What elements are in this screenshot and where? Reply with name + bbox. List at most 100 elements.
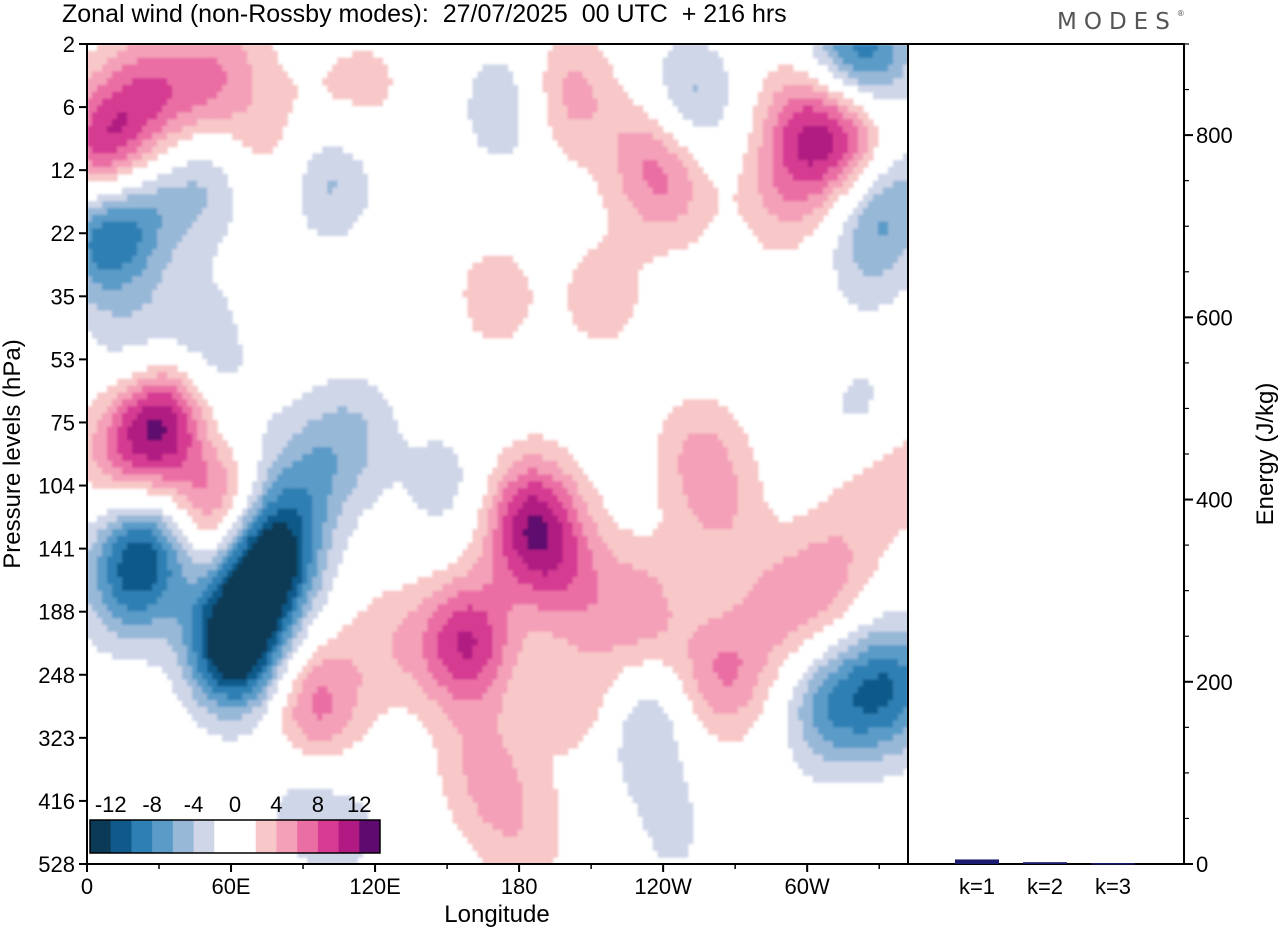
wind-cell [312, 433, 318, 441]
wind-cell [792, 201, 799, 209]
wind-cell [547, 91, 554, 100]
wind-cell [197, 317, 203, 325]
wind-cell [112, 71, 118, 79]
wind-cell [262, 105, 268, 113]
wind-cell [582, 160, 589, 168]
wind-cell [92, 426, 98, 435]
wind-cell [532, 481, 539, 489]
wind-cell [842, 139, 849, 148]
wind-cell [142, 378, 148, 387]
wind-cell [227, 208, 233, 216]
wind-cell [892, 214, 899, 223]
wind-cell [767, 160, 774, 168]
wind-cell [207, 201, 213, 209]
wind-cell [197, 249, 203, 257]
wind-cell [862, 146, 869, 154]
wind-cell [162, 221, 168, 230]
wind-cell [477, 276, 484, 284]
wind-cell [577, 105, 584, 113]
wind-cell [207, 71, 213, 79]
wind-cell [517, 488, 524, 496]
wind-cell [87, 201, 93, 209]
wind-cell [312, 481, 318, 489]
wind-cell [212, 180, 218, 189]
wind-cell [522, 290, 529, 298]
wind-cell [87, 310, 93, 318]
wind-cell [827, 139, 834, 148]
wind-cell [127, 57, 133, 66]
wind-cell [107, 153, 113, 161]
wind-cell [492, 474, 499, 482]
wind-cell [272, 126, 278, 134]
wind-cell [202, 160, 208, 168]
wind-cell [482, 85, 489, 93]
wind-cell [282, 488, 288, 496]
wind-cell [677, 187, 684, 195]
wind-cell [87, 57, 93, 66]
wind-cell [777, 221, 784, 230]
wind-cell [707, 406, 714, 414]
wind-cell [722, 433, 729, 441]
wind-cell [122, 201, 128, 209]
wind-cell [112, 454, 118, 462]
wind-cell [107, 146, 113, 154]
wind-cell [137, 262, 143, 271]
wind-cell [537, 433, 544, 441]
wind-cell [187, 440, 193, 448]
wind-cell [187, 228, 193, 236]
wind-cell [687, 460, 694, 469]
wind-cell [107, 290, 113, 298]
wind-cell [602, 98, 609, 107]
wind-cell [192, 235, 198, 243]
wind-cell [202, 57, 208, 66]
wind-cell [137, 413, 143, 421]
wind-cell [777, 194, 784, 202]
wind-cell [572, 481, 579, 489]
wind-cell [132, 112, 138, 120]
wind-cell [187, 112, 193, 120]
wind-cell [157, 85, 163, 93]
wind-cell [347, 378, 353, 387]
wind-cell [847, 242, 854, 250]
wind-cell [567, 98, 574, 107]
wind-cell [807, 132, 814, 141]
wind-cell [197, 337, 203, 346]
wind-cell [162, 454, 168, 462]
wind-cell [717, 433, 724, 441]
wind-cell [877, 255, 884, 264]
wind-cell [607, 112, 614, 120]
wind-cell [297, 481, 303, 489]
wind-cell [197, 50, 203, 59]
wind-cell [782, 112, 789, 120]
wind-cell [207, 228, 213, 236]
wind-cell [857, 290, 864, 298]
wind-cell [602, 249, 609, 257]
wind-cell [567, 283, 574, 291]
wind-cell [132, 153, 138, 161]
wind-cell [197, 413, 203, 421]
wind-cell [92, 324, 98, 332]
wind-cell [552, 447, 559, 455]
wind-cell [362, 187, 368, 195]
wind-cell [342, 64, 348, 72]
wind-cell [377, 98, 383, 107]
wind-cell [627, 269, 634, 277]
wind-cell [672, 433, 679, 441]
wind-cell [607, 249, 614, 257]
wind-cell [367, 419, 373, 428]
wind-cell [102, 262, 108, 271]
wind-cell [542, 481, 549, 489]
wind-cell [312, 221, 318, 230]
wind-cell [157, 378, 163, 387]
wind-cell [167, 419, 173, 428]
wind-cell [592, 290, 599, 298]
wind-cell [592, 98, 599, 107]
wind-cell [332, 392, 338, 400]
wind-cell [162, 85, 168, 93]
wind-cell [137, 64, 143, 72]
wind-cell [322, 474, 328, 482]
wind-cell [377, 419, 383, 428]
wind-cell [822, 119, 829, 127]
wind-cell [892, 221, 899, 230]
wind-cell [342, 447, 348, 455]
